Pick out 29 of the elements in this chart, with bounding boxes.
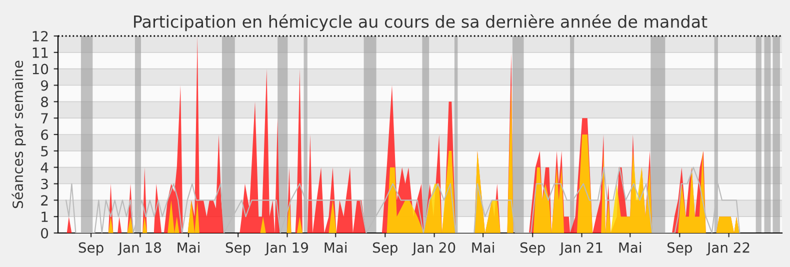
- x-tick-label: Mai: [178, 242, 200, 253]
- y-tick-label: 1: [42, 212, 48, 222]
- y-tick-label: 10: [32, 64, 48, 74]
- y-tick-label: 11: [32, 48, 48, 58]
- y-tick-label: 5: [41, 146, 48, 156]
- y-tick-label: 9: [41, 80, 48, 91]
- x-tick-label: Jan 22: [706, 242, 750, 256]
- y-tick-label: 0: [41, 228, 48, 238]
- x-tick-label: Mai: [324, 242, 346, 253]
- x-tick-label: Sep: [78, 242, 104, 256]
- chart-title: Participation en hémicycle au cours de sa dernière année de mandat: [134, 14, 708, 32]
- y-tick-label: 2: [41, 195, 48, 206]
- x-tick-label: Sep: [226, 242, 250, 256]
- x-tick-label: Jan 19: [264, 242, 308, 256]
- y-axis-title: Séances par semaine: [12, 60, 26, 208]
- y-tick-label: 4: [40, 162, 48, 173]
- y-tick-label: 8: [41, 96, 48, 108]
- y-tick-label: 12: [32, 30, 48, 42]
- x-tick-label: Jan 21: [559, 242, 602, 256]
- y-tick-label: 6: [41, 129, 48, 140]
- x-tick-label: Jan 20: [412, 242, 456, 256]
- x-tick-label: Mai: [472, 242, 494, 253]
- y-tick-label: 7: [41, 113, 48, 124]
- x-tick-label: Sep: [667, 242, 692, 256]
- x-tick-label: Sep: [520, 242, 545, 256]
- x-tick-label: Sep: [372, 242, 398, 256]
- x-tick-label: Jan 18: [118, 242, 161, 256]
- y-tick-label: 3: [41, 178, 48, 190]
- x-tick-label: Mai: [619, 242, 641, 253]
